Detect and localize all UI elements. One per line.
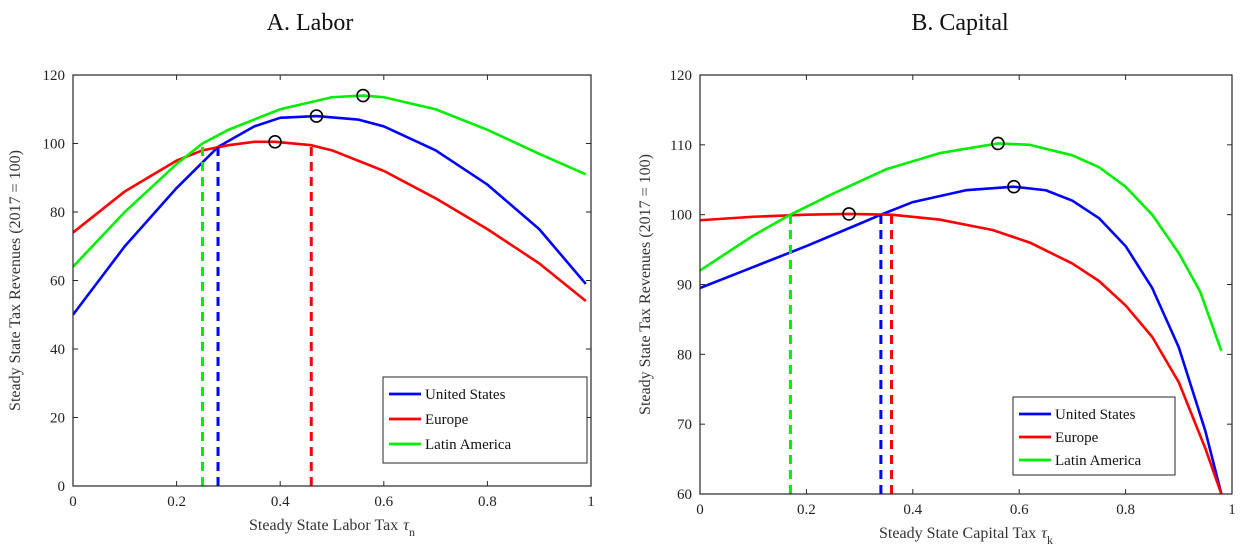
x-tick-label: 0.8 xyxy=(1116,502,1135,518)
legend-label: United States xyxy=(1055,407,1136,423)
y-tick-label: 70 xyxy=(677,417,692,433)
peak-marker-latin-america xyxy=(356,88,370,103)
y-tick-label: 120 xyxy=(670,68,693,84)
y-tick-label: 100 xyxy=(43,137,66,153)
y-tick-label: 100 xyxy=(670,208,693,224)
peak-marker-united-states xyxy=(309,109,324,123)
legend: United States Europe Latin America xyxy=(1012,396,1176,476)
y-tick-label: 120 xyxy=(43,68,66,84)
x-tick-label: 0 xyxy=(69,494,77,510)
x-axis-label-symbol: τ xyxy=(403,517,410,534)
x-axis-label-text: Steady State Labor Tax xyxy=(249,517,398,534)
series-line-united-states xyxy=(73,114,587,316)
y-tick-label: 60 xyxy=(677,487,692,503)
peak-marker-united-states xyxy=(1007,179,1021,194)
x-tick-label: 0.2 xyxy=(797,502,816,518)
x-axis-label-text: Steady State Capital Tax xyxy=(879,525,1036,542)
x-axis-label: Steady State Labor Tax τn xyxy=(249,517,415,539)
series-line-united-states xyxy=(700,185,1223,494)
x-tick-label: 0.2 xyxy=(167,494,186,510)
x-tick-label: 0.4 xyxy=(271,494,290,510)
x-axis-label-symbol: τ xyxy=(1041,525,1048,542)
y-tick-label: 0 xyxy=(58,479,66,495)
y-tick-label: 80 xyxy=(677,347,692,363)
y-tick-label: 40 xyxy=(50,342,65,358)
legend: United States Europe Latin America xyxy=(382,376,588,464)
legend-label: Latin America xyxy=(425,437,512,453)
y-tick-label: 110 xyxy=(670,138,692,154)
x-tick-label: 0.6 xyxy=(1010,502,1029,518)
peak-marker-europe xyxy=(268,134,282,149)
x-axis-label-subscript: n xyxy=(409,525,415,539)
panel-labor: A. Labor 0 0.2 0.4 0.6 0.8 1 0 20 40 60 80 100 120 Ste… xyxy=(7,10,595,539)
series-line-latin-america xyxy=(73,94,587,268)
x-tick-label: 0.6 xyxy=(374,494,393,510)
x-tick-label: 0 xyxy=(696,502,704,518)
legend-label: Europe xyxy=(425,412,469,428)
x-tick-label: 1 xyxy=(1228,502,1236,518)
x-tick-label: 1 xyxy=(587,494,595,510)
chart-title: A. Labor xyxy=(267,10,354,36)
y-tick-label: 80 xyxy=(50,205,65,221)
x-axis-label-subscript: k xyxy=(1047,533,1053,547)
peak-marker-europe xyxy=(842,207,856,221)
panel-capital: B. Capital 0 0.2 0.4 0.6 0.8 1 60 70 80 90 100 110 12… xyxy=(637,10,1236,547)
peak-marker-latin-america xyxy=(991,136,1005,151)
chart-title: B. Capital xyxy=(911,10,1009,36)
x-tick-label: 0.4 xyxy=(903,502,922,518)
y-axis-label: Steady State Tax Revenues (2017 = 100) xyxy=(637,154,654,415)
x-tick-label: 0.8 xyxy=(478,494,497,510)
series-line-latin-america xyxy=(700,142,1223,352)
legend-label: Europe xyxy=(1055,430,1099,446)
series-line-europe xyxy=(700,212,1223,494)
legend-label: Latin America xyxy=(1055,453,1142,469)
y-tick-label: 60 xyxy=(50,274,65,290)
y-axis-label: Steady State Tax Revenues (2017 = 100) xyxy=(7,150,24,411)
series-line-europe xyxy=(73,140,587,303)
y-tick-label: 90 xyxy=(677,278,692,294)
legend-label: United States xyxy=(425,387,506,403)
y-tick-label: 20 xyxy=(50,411,65,427)
x-axis-label: Steady State Capital Tax τk xyxy=(879,525,1053,547)
